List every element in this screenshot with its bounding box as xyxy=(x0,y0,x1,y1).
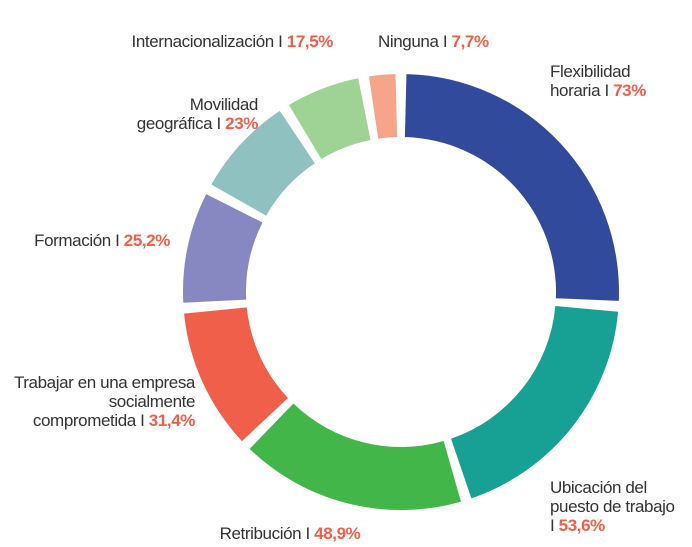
value-label: 25,2% xyxy=(123,231,171,250)
segment-label: Ninguna I 7,7% xyxy=(378,32,578,51)
value-label: 53,6% xyxy=(558,516,606,535)
category-label: Flexibilidad horaria I xyxy=(550,62,631,100)
donut-segment xyxy=(249,403,461,510)
donut-segment xyxy=(184,307,288,442)
donut-segment xyxy=(288,78,371,160)
donut-segment xyxy=(404,74,620,301)
segment-label: Trabajar en una empresa socialmente comp… xyxy=(5,373,195,430)
segment-label: Flexibilidad horaria I 73% xyxy=(550,62,670,100)
donut-segment xyxy=(211,110,315,216)
category-label: Formación I xyxy=(34,231,120,250)
segment-label: Formación I 25,2% xyxy=(0,231,170,250)
donut-segment xyxy=(368,74,398,139)
category-label: Trabajar en una empresa socialmente comp… xyxy=(13,373,195,430)
segment-label: Ubicación del puesto de trabajo I 53,6% xyxy=(550,478,675,535)
segment-label: Retribución I 48,9% xyxy=(170,524,410,543)
value-label: 17,5% xyxy=(286,32,334,51)
value-label: 23% xyxy=(225,114,258,133)
donut-segment xyxy=(451,306,619,499)
category-label: Ninguna I xyxy=(378,32,448,51)
category-label: Internacionalización I xyxy=(131,32,283,51)
segment-label: Movilidad geográfica I 23% xyxy=(118,95,259,133)
value-label: 48,9% xyxy=(314,524,361,543)
donut-segment xyxy=(183,194,263,303)
value-label: 7,7% xyxy=(451,32,490,51)
segment-label: Internacionalización I 17,5% xyxy=(60,32,334,51)
value-label: 73% xyxy=(613,81,646,100)
category-label: Movilidad geográfica I xyxy=(136,95,259,133)
category-label: Retribución I xyxy=(219,524,311,543)
category-label: Ubicación del puesto de trabajo I xyxy=(550,478,675,535)
value-label: 31,4% xyxy=(148,411,196,430)
